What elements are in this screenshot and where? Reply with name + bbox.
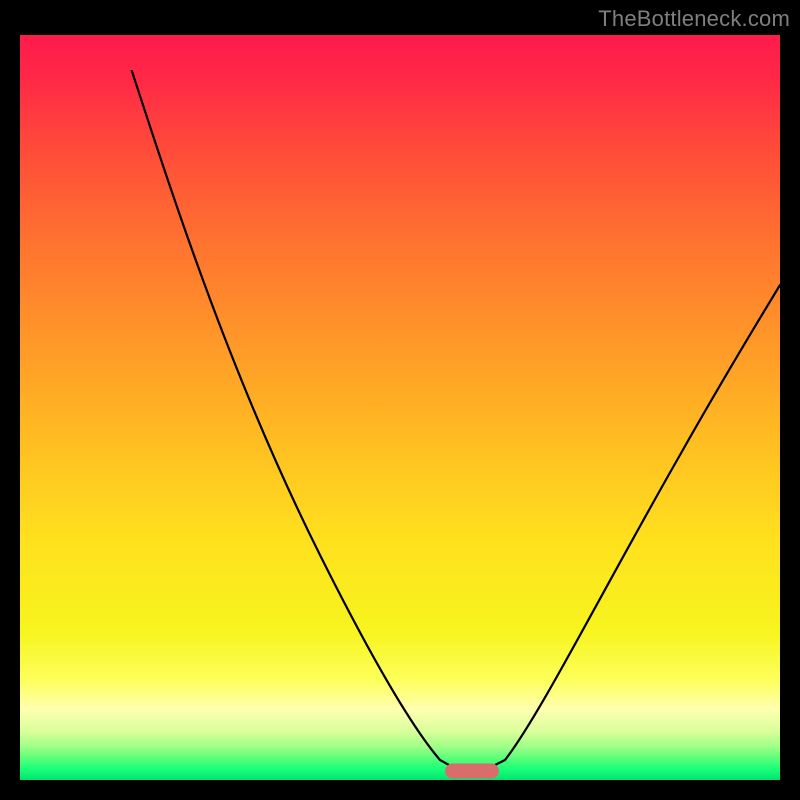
plot-background	[20, 35, 780, 780]
chart-canvas: TheBottleneck.com	[0, 0, 800, 800]
watermark-text: TheBottleneck.com	[598, 6, 790, 32]
optimal-range-marker	[445, 764, 499, 779]
chart-svg	[0, 0, 800, 800]
